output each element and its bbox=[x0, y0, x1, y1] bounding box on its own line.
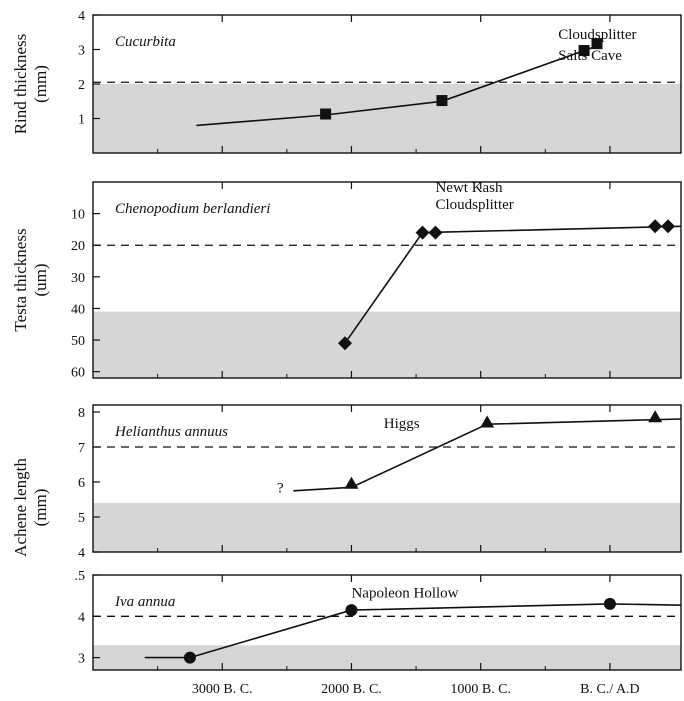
y-tick-label: 30 bbox=[71, 271, 85, 286]
data-point bbox=[591, 38, 603, 50]
data-point bbox=[661, 219, 676, 234]
y-axis-unit: (mm) bbox=[31, 65, 50, 103]
y-axis-label: Testa thickness bbox=[11, 228, 30, 331]
y-axis-unit: (mm) bbox=[31, 489, 50, 527]
panel-frame bbox=[92, 404, 682, 553]
x-tick-label: B. C./ A.D bbox=[580, 682, 640, 697]
data-point bbox=[578, 45, 590, 57]
data-point bbox=[320, 108, 332, 120]
panel-frame bbox=[92, 574, 682, 671]
y-tick-label: 4 bbox=[78, 9, 85, 24]
species-label: Helianthus annuus bbox=[114, 424, 228, 440]
annotation: Napoleon Hollow bbox=[351, 586, 458, 602]
y-axis-label: Achene length bbox=[11, 458, 30, 557]
x-tick-label: 3000 B. C. bbox=[192, 682, 253, 697]
species-label: Iva annua bbox=[114, 594, 175, 610]
y-tick-label: 8 bbox=[78, 406, 85, 421]
panel-2: 4 5 6 7 8 Helianthus annuus Higgs? Achene lengt… bbox=[11, 404, 682, 561]
data-point bbox=[345, 604, 358, 617]
y-tick-label: 7 bbox=[78, 441, 85, 456]
y-tick-label: 4 bbox=[78, 610, 85, 625]
data-point bbox=[415, 225, 430, 240]
annotation: Salts Cave bbox=[558, 48, 622, 64]
shaded-band bbox=[93, 84, 681, 153]
y-tick-label: 20 bbox=[71, 239, 85, 254]
y-axis-label: Rind thickness bbox=[11, 34, 30, 135]
data-point bbox=[344, 476, 359, 489]
data-point bbox=[603, 597, 616, 610]
series-line bbox=[196, 45, 598, 127]
annotation: Higgs bbox=[384, 416, 420, 432]
annotation: Cloudsplitter bbox=[435, 197, 513, 213]
y-tick-label: 3 bbox=[78, 652, 85, 667]
x-axis: 3000 B. C. 2000 B. C. 1000 B. C. B. C./ A.D bbox=[192, 682, 640, 697]
y-tick-label: 4 bbox=[78, 546, 85, 561]
x-tick-label: 1000 B. C. bbox=[450, 682, 511, 697]
panel-1: 10 20 30 40 50 60 Chenopodium berlandieri Newt … bbox=[11, 180, 682, 381]
species-label: Cucurbita bbox=[115, 34, 176, 50]
shaded-band bbox=[93, 311, 681, 378]
data-point bbox=[648, 410, 663, 423]
data-point bbox=[183, 651, 196, 664]
annotation: ? bbox=[277, 481, 284, 497]
y-tick-label: 5 bbox=[78, 511, 85, 526]
y-tick-label: 6 bbox=[78, 476, 85, 491]
data-point bbox=[436, 95, 448, 107]
data-point bbox=[648, 219, 663, 234]
y-tick-label: .5 bbox=[75, 569, 86, 584]
y-tick-label: 1 bbox=[78, 113, 85, 128]
panel-3: 3 4 .5 Iva annua Napoleon Hollow bbox=[75, 569, 682, 671]
panel-frame bbox=[92, 181, 682, 379]
data-point bbox=[480, 415, 495, 428]
y-tick-label: 60 bbox=[71, 366, 85, 381]
y-tick-label: 2 bbox=[78, 78, 85, 93]
y-tick-label: 50 bbox=[71, 334, 85, 349]
species-label: Chenopodium berlandieri bbox=[115, 201, 270, 217]
y-tick-label: 40 bbox=[71, 302, 85, 317]
y-axis-unit: (um) bbox=[31, 263, 50, 296]
panel-0: 1 2 3 4 Cucurbita Cloudsplitter Salts Cave Rind… bbox=[11, 9, 682, 154]
y-tick-label: 10 bbox=[71, 208, 85, 223]
annotation: Cloudsplitter bbox=[558, 27, 636, 43]
shaded-band bbox=[93, 503, 681, 552]
data-point bbox=[338, 336, 352, 351]
y-tick-label: 3 bbox=[78, 44, 85, 59]
x-tick-label: 2000 B. C. bbox=[321, 682, 382, 697]
series-line bbox=[293, 418, 682, 492]
annotation: Newt Kash bbox=[435, 180, 503, 196]
data-point bbox=[428, 225, 443, 240]
